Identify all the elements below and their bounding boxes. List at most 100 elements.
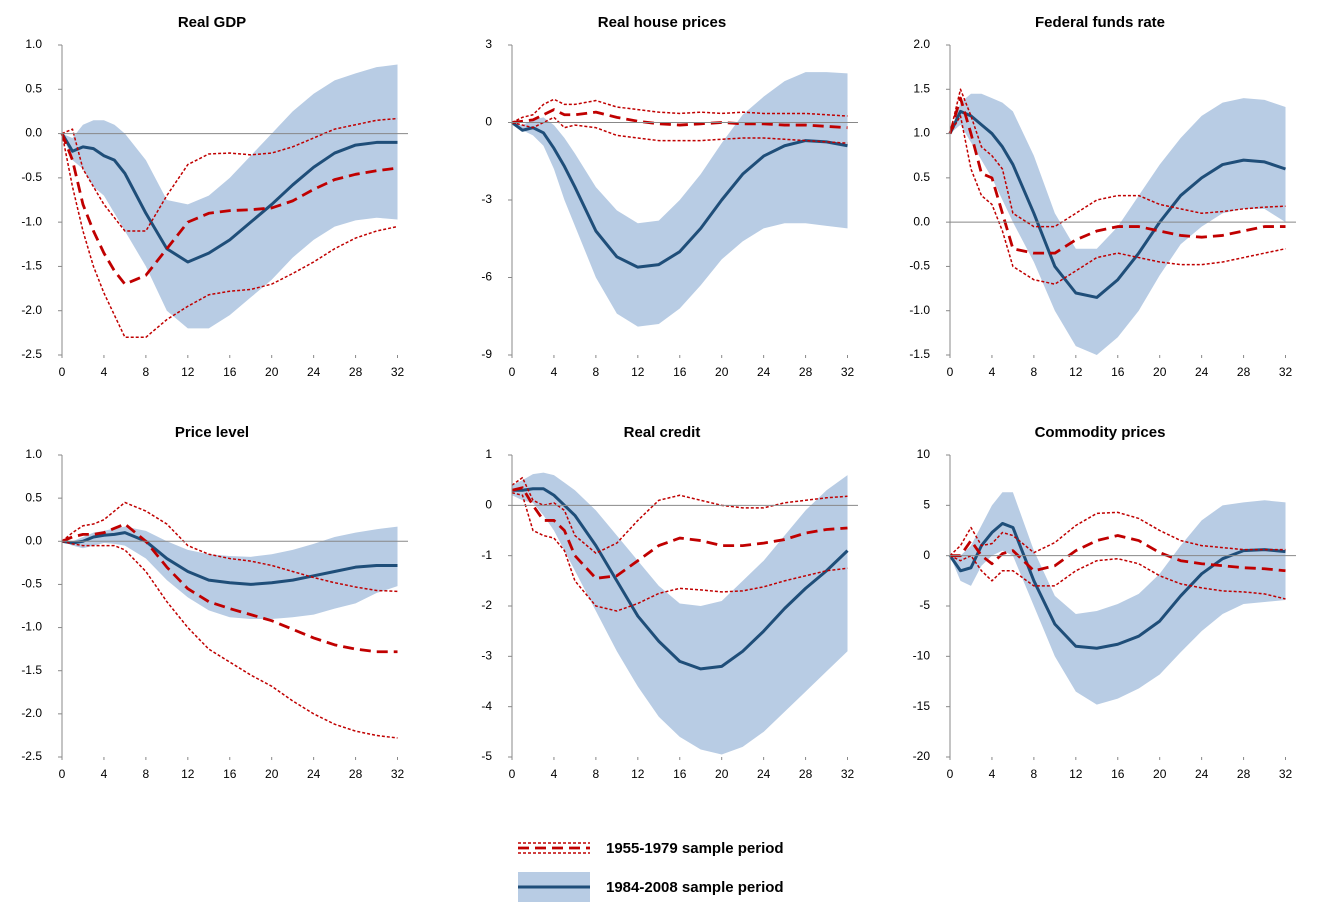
y-tick-label: -1.0 <box>909 303 930 317</box>
y-tick-label: -1.5 <box>909 347 930 361</box>
confidence-band <box>512 72 848 327</box>
x-tick-label: 32 <box>391 365 405 379</box>
x-tick-label: 4 <box>101 365 108 379</box>
dotted-line <box>949 554 1286 600</box>
x-tick-label: 20 <box>715 365 729 379</box>
dotted-line <box>511 98 848 124</box>
y-tick-label: -1.0 <box>21 214 42 228</box>
panel-title: Real GDP <box>178 14 246 31</box>
x-tick-label: 4 <box>989 365 996 379</box>
panel-title: Commodity prices <box>1035 424 1166 441</box>
x-tick-label: 16 <box>223 767 237 781</box>
dashed-line <box>61 522 398 654</box>
x-tick-label: 12 <box>1069 365 1083 379</box>
solid-line <box>512 487 849 671</box>
y-tick-label: 0 <box>923 548 930 562</box>
x-tick-label: 12 <box>631 365 645 379</box>
panel: Real GDP -2.5 -2.0 -1.5 -1.0 -0.5 0.0 0.5 1.0 0 4 8… <box>21 14 408 379</box>
x-tick-label: 4 <box>101 767 108 781</box>
solid-line <box>511 121 848 269</box>
x-tick-label: 24 <box>307 365 321 379</box>
dotted-line <box>949 88 1286 228</box>
x-tick-label: 8 <box>1031 767 1038 781</box>
x-tick-label: 32 <box>841 365 855 379</box>
y-tick-label: -20 <box>913 749 931 763</box>
legend: 1955-1979 sample period 1984-2008 sample … <box>518 840 784 902</box>
y-tick-label: 2.0 <box>913 37 930 51</box>
y-tick-label: -0.5 <box>909 259 930 273</box>
dotted-line <box>61 117 398 232</box>
y-tick-label: 0.5 <box>25 490 42 504</box>
dotted-line <box>61 540 398 739</box>
x-tick-label: 20 <box>1153 767 1167 781</box>
x-tick-label: 12 <box>181 365 195 379</box>
x-tick-label: 28 <box>349 767 363 781</box>
x-tick-label: 8 <box>1031 365 1038 379</box>
dashed-line <box>950 534 1286 573</box>
x-tick-label: 16 <box>1111 365 1125 379</box>
dotted-line <box>511 492 848 612</box>
panel-title: Price level <box>175 424 249 441</box>
y-tick-label: -1.5 <box>21 259 42 273</box>
x-tick-label: 20 <box>715 767 729 781</box>
dotted-line <box>949 115 1286 285</box>
x-tick-label: 0 <box>947 767 954 781</box>
y-tick-label: 0 <box>485 115 492 129</box>
x-tick-label: 0 <box>509 365 516 379</box>
panel-title: Real house prices <box>598 14 726 31</box>
dotted-line <box>511 116 848 144</box>
x-tick-label: 0 <box>59 767 66 781</box>
x-tick-label: 0 <box>947 365 954 379</box>
y-tick-label: 0.0 <box>25 126 42 140</box>
y-tick-label: -2.5 <box>21 749 42 763</box>
x-tick-label: 32 <box>391 767 405 781</box>
x-tick-label: 28 <box>799 365 813 379</box>
y-tick-label: -5 <box>481 749 492 763</box>
x-tick-label: 16 <box>223 365 237 379</box>
y-tick-label: 0.0 <box>25 533 42 547</box>
panel-title: Federal funds rate <box>1035 14 1165 31</box>
confidence-band <box>62 64 398 329</box>
x-tick-label: 4 <box>551 767 558 781</box>
dashed-line <box>948 96 1286 255</box>
x-tick-label: 16 <box>673 767 687 781</box>
y-tick-label: 1.0 <box>913 126 930 140</box>
x-tick-label: 28 <box>349 365 363 379</box>
y-tick-label: -5 <box>919 598 930 612</box>
y-tick-label: -10 <box>913 649 931 663</box>
x-tick-label: 0 <box>59 365 66 379</box>
x-tick-label: 24 <box>1195 767 1209 781</box>
y-tick-label: -2 <box>481 598 492 612</box>
solid-line <box>948 109 1286 299</box>
panel: Price level -2.5 -2.0 -1.5 -1.0 -0.5 0.0 0.5 1.0… <box>21 424 408 781</box>
y-tick-label: -6 <box>481 270 492 284</box>
panel: Commodity prices -20 -15 -10 -5 0 5 10 0 4 8 12 16 20… <box>913 424 1296 781</box>
y-tick-label: 0.5 <box>25 81 42 95</box>
x-tick-label: 32 <box>1279 365 1293 379</box>
y-tick-label: 0.0 <box>913 214 930 228</box>
y-tick-label: 5 <box>923 498 930 512</box>
panel: Federal funds rate -1.5 -1.0 -0.5 0.0 0.5 1.0 1… <box>909 14 1296 379</box>
y-tick-label: -1 <box>481 548 492 562</box>
x-tick-label: 12 <box>1069 767 1083 781</box>
legend-label: 1984-2008 sample period <box>606 879 784 896</box>
solid-line <box>61 531 398 586</box>
y-tick-label: 1.0 <box>25 447 42 461</box>
y-tick-label: -2.5 <box>21 347 42 361</box>
x-tick-label: 24 <box>1195 365 1209 379</box>
y-tick-label: -3 <box>481 649 492 663</box>
x-tick-label: 8 <box>593 767 600 781</box>
y-tick-label: 3 <box>485 37 492 51</box>
x-tick-label: 12 <box>181 767 195 781</box>
x-tick-label: 20 <box>265 365 279 379</box>
solid-line <box>60 132 398 264</box>
x-tick-label: 0 <box>509 767 516 781</box>
y-tick-label: -0.5 <box>21 577 42 591</box>
confidence-band <box>62 526 398 619</box>
y-tick-label: -4 <box>481 699 492 713</box>
dashed-line <box>511 486 848 580</box>
y-tick-label: 0 <box>485 498 492 512</box>
x-tick-label: 16 <box>673 365 687 379</box>
x-tick-label: 24 <box>757 767 771 781</box>
